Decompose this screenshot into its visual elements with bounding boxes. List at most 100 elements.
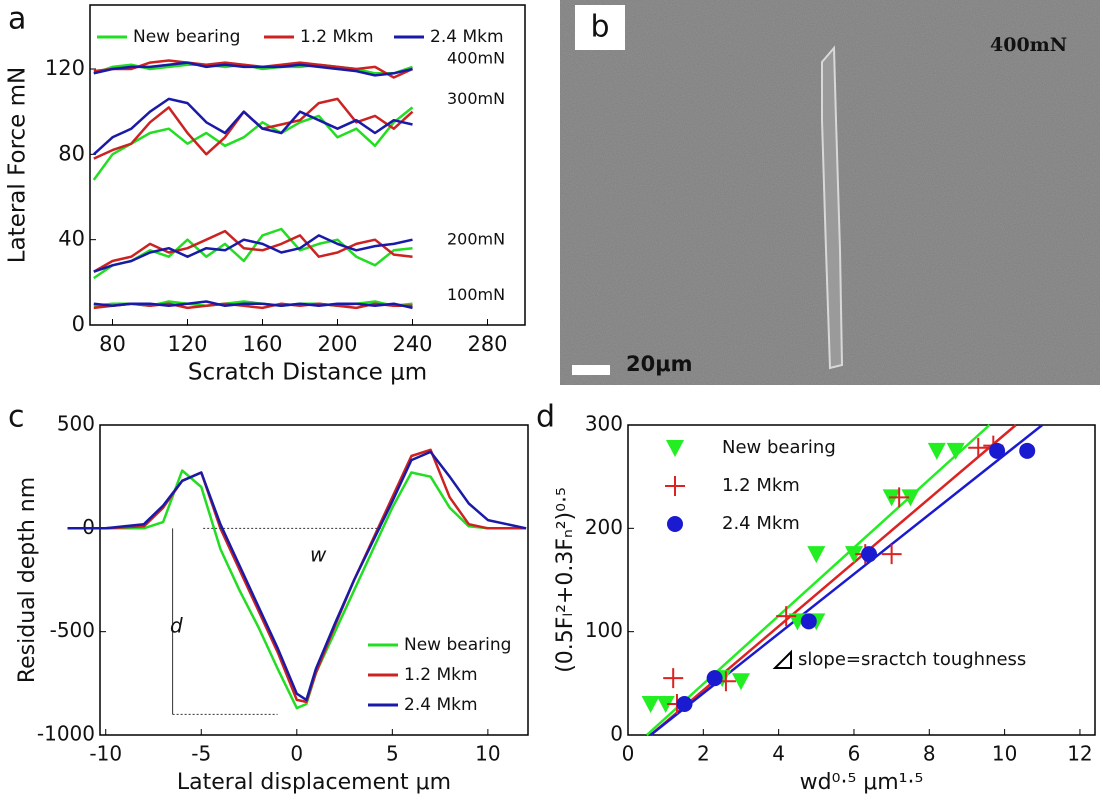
y-tick-label: 200 <box>585 515 623 539</box>
y-tick-label: 500 <box>57 412 95 436</box>
marker <box>731 673 750 691</box>
marker <box>844 546 863 564</box>
load-label: 400mN <box>447 48 505 67</box>
x-tick-label: -5 <box>191 742 211 766</box>
marker <box>927 442 946 460</box>
scale-label: 20μm <box>626 352 693 376</box>
series-line <box>93 234 413 273</box>
load-label: 200mN <box>447 230 505 249</box>
series-line <box>93 61 413 77</box>
marker <box>946 442 965 460</box>
legend-label: 1.2 Mkm <box>300 27 374 47</box>
series-line <box>93 227 413 280</box>
x-tick-label: 160 <box>242 332 282 356</box>
x-tick-label: 8 <box>923 742 936 766</box>
marker <box>776 606 797 627</box>
x-tick-label: 200 <box>317 332 357 356</box>
y-tick-label: 0 <box>610 722 623 746</box>
marker <box>968 437 989 458</box>
x-tick-label: 10 <box>475 742 500 766</box>
y-tick-label: 40 <box>58 227 85 251</box>
x-axis-title: wd⁰·⁵ μm¹·⁵ <box>800 770 924 795</box>
series-line <box>92 106 414 181</box>
panel-label: d <box>536 400 555 435</box>
marker <box>666 440 684 457</box>
x-tick-label: 0 <box>290 742 303 766</box>
marker <box>989 442 1006 459</box>
load-label: 300mN <box>447 89 505 108</box>
y-axis-title: (0.5Fₗ²+0.3Fₙ²)⁰·⁵ <box>553 487 578 673</box>
legend-label: 1.2 Mkm <box>722 475 800 496</box>
marker <box>706 670 723 687</box>
legend-label: New bearing <box>404 635 511 655</box>
annotation: w <box>310 543 327 567</box>
marker <box>665 476 685 496</box>
marker <box>881 544 902 565</box>
series-line <box>93 302 413 310</box>
series-line <box>93 59 414 79</box>
series-line <box>93 300 413 310</box>
panel-label: a <box>8 2 26 37</box>
y-axis-title: Residual depth nm <box>15 477 40 683</box>
legend-label: 2.4 Mkm <box>430 27 504 47</box>
y-tick-label: -1000 <box>37 722 95 746</box>
plot-frame <box>627 424 1096 736</box>
y-tick-label: 0 <box>82 515 95 539</box>
marker <box>667 516 683 532</box>
panel-box <box>575 5 625 50</box>
image-label: 400mN <box>990 34 1067 56</box>
plot-frame <box>99 424 529 736</box>
x-tick-label: -10 <box>89 742 122 766</box>
marker <box>807 546 826 564</box>
x-tick-label: 240 <box>392 332 432 356</box>
y-tick-label: -500 <box>50 618 95 642</box>
x-tick-label: 5 <box>386 742 399 766</box>
panel-label: c <box>8 400 25 435</box>
y-axis-title: Lateral Force mN <box>5 67 31 263</box>
y-tick-label: 80 <box>58 141 85 165</box>
marker <box>676 696 693 712</box>
load-label: 100mN <box>447 285 505 304</box>
legend-label: New bearing <box>722 437 836 458</box>
marker <box>889 487 910 508</box>
marker <box>861 546 878 563</box>
annotation: d <box>170 614 183 638</box>
panel-label: b <box>590 10 609 45</box>
x-tick-label: 280 <box>467 332 507 356</box>
fit-line <box>649 424 1017 736</box>
x-tick-label: 120 <box>167 332 207 356</box>
x-tick-label: 2 <box>697 742 710 766</box>
x-tick-label: 4 <box>772 742 785 766</box>
annotation: slope=sractch toughness <box>798 649 1026 670</box>
marker <box>901 489 920 507</box>
x-axis-title: Scratch Distance μm <box>188 360 427 386</box>
plot-frame <box>89 4 526 326</box>
fit-line <box>645 424 991 736</box>
y-tick-label: 300 <box>585 412 623 436</box>
series-line <box>67 450 527 702</box>
y-tick-label: 100 <box>585 618 623 642</box>
fit-line <box>649 424 1044 736</box>
y-tick-label: 120 <box>45 56 85 80</box>
x-tick-label: 0 <box>622 742 635 766</box>
marker <box>800 613 817 630</box>
series-line <box>92 97 413 156</box>
x-tick-label: 12 <box>1067 742 1092 766</box>
legend-label: New bearing <box>133 27 240 47</box>
marker <box>663 668 684 689</box>
legend-label: 1.2 Mkm <box>404 665 478 685</box>
marker <box>641 696 660 713</box>
x-axis-title: Lateral displacement μm <box>177 770 451 795</box>
scale-bar <box>572 365 610 375</box>
x-tick-label: 6 <box>848 742 861 766</box>
x-tick-label: 80 <box>99 332 126 356</box>
legend-label: 2.4 Mkm <box>404 695 478 715</box>
marker <box>656 696 675 713</box>
y-tick-label: 0 <box>72 312 85 336</box>
scratch-track <box>821 45 844 370</box>
x-tick-label: 10 <box>992 742 1017 766</box>
slope-symbol <box>772 649 792 669</box>
series-line <box>93 229 413 273</box>
legend-label: 2.4 Mkm <box>722 513 800 534</box>
